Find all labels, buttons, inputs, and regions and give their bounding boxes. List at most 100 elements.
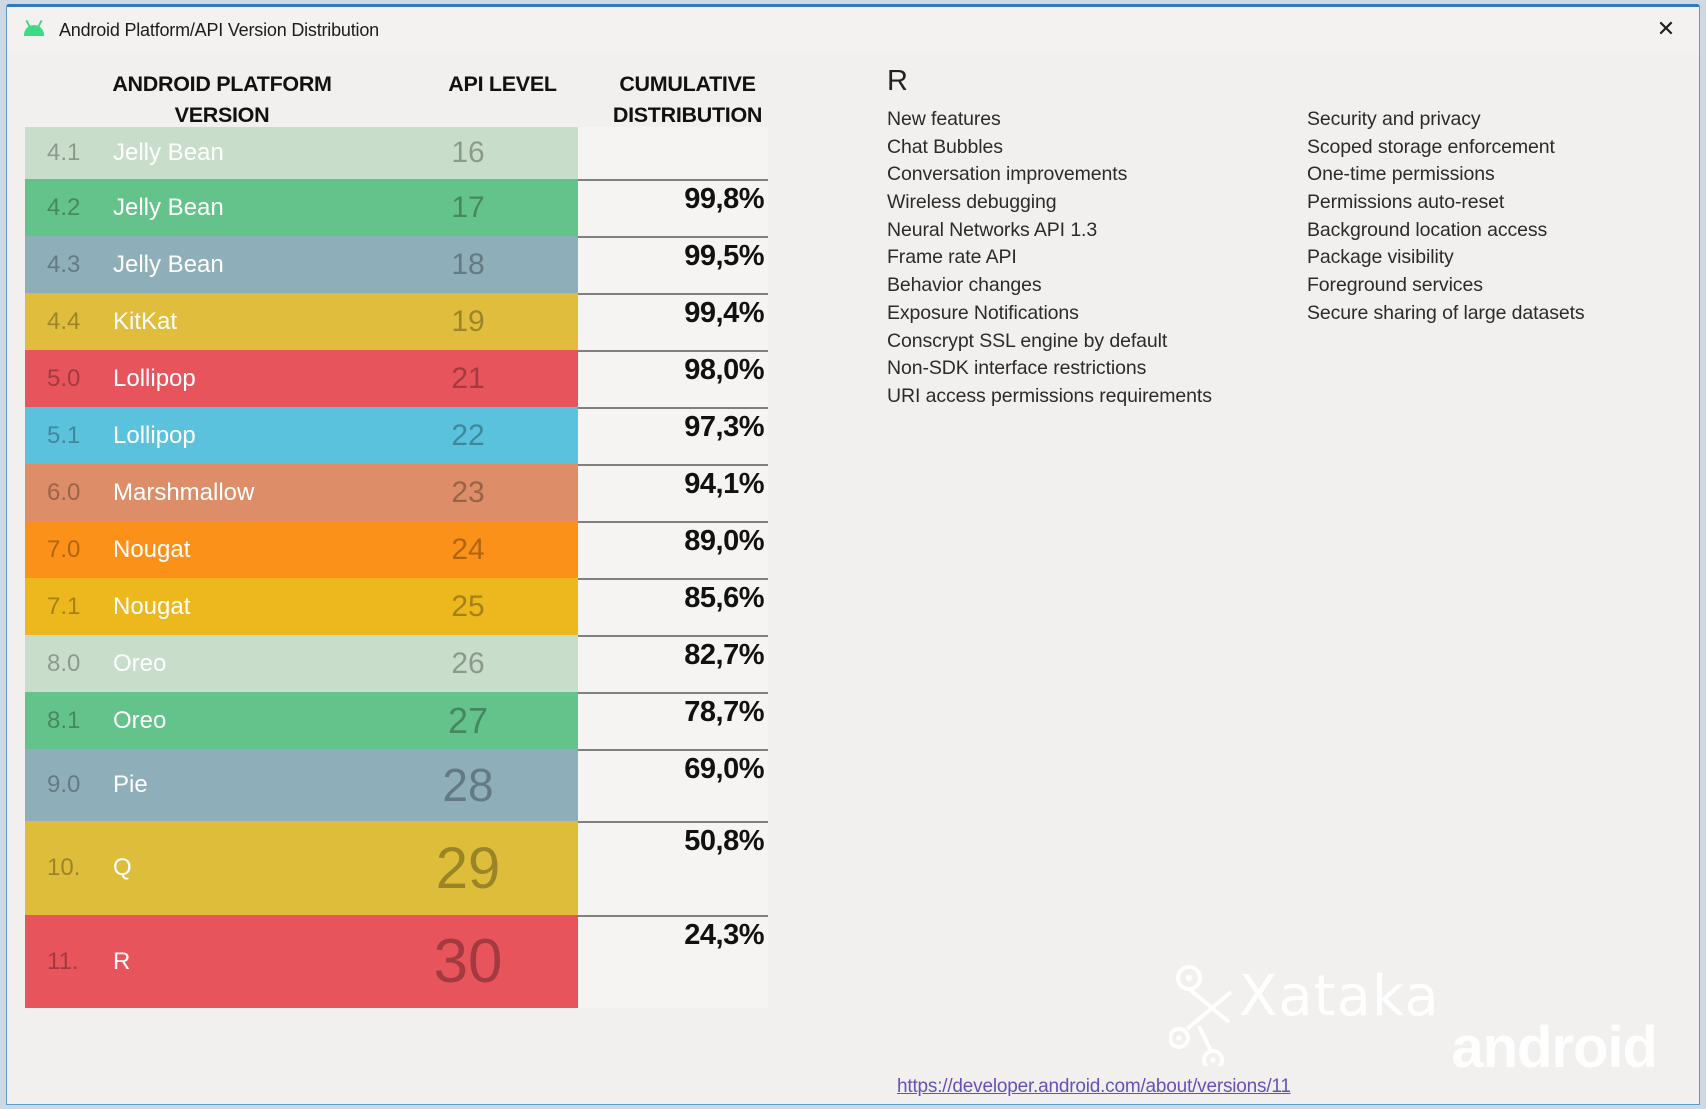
row-api-level: 19 — [451, 304, 485, 338]
row-api-level: 23 — [451, 475, 485, 509]
row-cumulative-value: 24,3% — [684, 919, 764, 951]
version-bar: 4.1 Jelly Bean 16 — [25, 127, 578, 179]
row-api-level: 21 — [451, 361, 485, 395]
distribution-table: ANDROID PLATFORM VERSION API LEVEL CUMUL… — [25, 61, 835, 1008]
row-version-label: 11. — [47, 947, 79, 975]
row-version-label: 4.3 — [47, 250, 81, 278]
row-cumulative-value: 89,0% — [684, 525, 764, 557]
row-version-label: 7.0 — [47, 535, 81, 563]
feature-left-item: Non-SDK interface restrictions — [887, 357, 1147, 380]
row-codename-label: Nougat — [113, 535, 191, 563]
feature-right-item: Foreground services — [1307, 274, 1483, 297]
content-area: ANDROID PLATFORM VERSION API LEVEL CUMUL… — [7, 53, 1699, 1104]
feature-right-item: Security and privacy — [1307, 108, 1481, 130]
row-cumulative-cell: 94,1% — [578, 464, 768, 521]
feature-right-item: Permissions auto-reset — [1307, 191, 1505, 214]
feature-right-item: One-time permissions — [1307, 163, 1495, 186]
row-codename-label: R — [113, 947, 131, 975]
android-r-features: R New features Chat Bubbles Conversation i… — [887, 65, 1667, 411]
version-bar: 9.0 Pie 28 — [25, 749, 578, 821]
feature-left-item: Behavior changes — [887, 274, 1042, 297]
row-codename-label: KitKat — [113, 307, 178, 335]
watermark-brand: Xataka — [1239, 964, 1440, 1029]
row-version-label: 4.2 — [47, 193, 81, 221]
column-header-platform-version: ANDROID PLATFORM VERSION — [112, 72, 332, 127]
feature-right-item: Scoped storage enforcement — [1307, 135, 1555, 158]
row-cumulative-cell — [578, 127, 768, 179]
row-cumulative-cell: 98,0% — [578, 350, 768, 407]
row-cumulative-value: 99,4% — [684, 297, 764, 329]
row-codename-label: Jelly Bean — [113, 193, 224, 221]
version-bar: 8.0 Oreo 26 — [25, 635, 578, 692]
version-bar: 7.1 Nougat 25 — [25, 578, 578, 635]
close-icon[interactable]: ✕ — [1656, 16, 1676, 41]
table-row: 4.2 Jelly Bean 17 99,8% — [25, 179, 835, 236]
table-row: 6.0 Marshmallow 23 94,1% — [25, 464, 835, 521]
row-cumulative-value: 98,0% — [684, 354, 764, 386]
features-column-left: New features Chat Bubbles Conversation imp… — [887, 106, 1307, 411]
table-row: 4.3 Jelly Bean 18 99,5% — [25, 236, 835, 293]
version-bar: 11. R 30 — [25, 915, 597, 1008]
table-row: 8.1 Oreo 27 78,7% — [25, 692, 835, 749]
features-column-right: Security and privacy Scoped storage enfor… — [1307, 106, 1667, 411]
row-api-level: 30 — [433, 927, 503, 996]
row-cumulative-value: 85,6% — [684, 582, 764, 614]
row-codename-label: Marshmallow — [113, 478, 255, 506]
table-row: 8.0 Oreo 26 82,7% — [25, 635, 835, 692]
row-api-level: 27 — [447, 699, 489, 741]
row-codename-label: Lollipop — [113, 364, 196, 392]
version-bar: 4.4 KitKat 19 — [25, 293, 578, 350]
row-api-level: 26 — [451, 646, 485, 680]
row-cumulative-cell: 69,0% — [578, 749, 768, 821]
row-version-label: 9.0 — [47, 771, 81, 798]
row-codename-label: Nougat — [113, 592, 191, 620]
row-cumulative-cell: 78,7% — [578, 692, 768, 749]
version-bar: 7.0 Nougat 24 — [25, 521, 578, 578]
row-codename-label: Jelly Bean — [113, 250, 224, 278]
table-row: 5.0 Lollipop 21 98,0% — [25, 350, 835, 407]
column-header-api-level: API LEVEL — [448, 72, 557, 96]
row-api-level: 16 — [451, 136, 485, 169]
feature-left-item: Conversation improvements — [887, 163, 1128, 186]
feature-left-item: Chat Bubbles — [887, 135, 1003, 158]
table-row: 4.1 Jelly Bean 16 — [25, 127, 835, 179]
row-cumulative-value: 69,0% — [684, 753, 764, 785]
column-header-cumulative-distribution: CUMULATIVE DISTRIBUTION — [612, 72, 763, 127]
row-cumulative-cell: 85,6% — [578, 578, 768, 635]
row-api-level: 18 — [451, 247, 485, 281]
row-api-level: 28 — [442, 759, 494, 811]
source-url-link[interactable]: https://developer.android.com/about/vers… — [897, 1076, 1291, 1097]
table-row: 10. Q 29 50,8% — [25, 821, 835, 915]
version-bar: 8.1 Oreo 27 — [25, 692, 578, 749]
version-bar: 5.1 Lollipop 22 — [25, 407, 578, 464]
feature-right-item: Package visibility — [1307, 246, 1454, 269]
row-cumulative-cell: 89,0% — [578, 521, 768, 578]
row-cumulative-cell: 99,8% — [578, 179, 768, 236]
feature-left-item: Exposure Notifications — [887, 301, 1079, 324]
row-codename-label: Pie — [113, 771, 148, 798]
feature-left-item: Frame rate API — [887, 246, 1017, 269]
version-bar: 5.0 Lollipop 21 — [25, 350, 578, 407]
feature-left-item: URI access permissions requirements — [887, 384, 1212, 407]
title-bar: Android Platform/API Version Distributio… — [7, 7, 1699, 53]
table-row: 7.1 Nougat 25 85,6% — [25, 578, 835, 635]
feature-left-item: Conscrypt SSL engine by default — [887, 329, 1168, 352]
row-cumulative-cell: 82,7% — [578, 635, 768, 692]
row-version-label: 4.4 — [47, 307, 81, 335]
row-cumulative-cell: 99,4% — [578, 293, 768, 350]
row-api-level: 25 — [451, 589, 485, 623]
row-cumulative-cell: 97,3% — [578, 407, 768, 464]
feature-left-item: New features — [887, 108, 1001, 130]
row-api-level: 29 — [435, 835, 501, 901]
row-cumulative-value: 94,1% — [684, 468, 764, 500]
xataka-logo-icon — [1169, 965, 1233, 1066]
row-cumulative-cell: 50,8% — [578, 821, 768, 915]
row-version-label: 5.0 — [47, 364, 81, 392]
row-version-label: 8.0 — [47, 649, 81, 677]
table-row: 9.0 Pie 28 69,0% — [25, 749, 835, 821]
feature-right-item: Background location access — [1307, 218, 1548, 241]
row-version-label: 7.1 — [47, 592, 81, 620]
android-robot-icon — [21, 19, 47, 40]
row-cumulative-value: 99,8% — [684, 183, 764, 215]
row-version-label: 5.1 — [47, 421, 81, 449]
